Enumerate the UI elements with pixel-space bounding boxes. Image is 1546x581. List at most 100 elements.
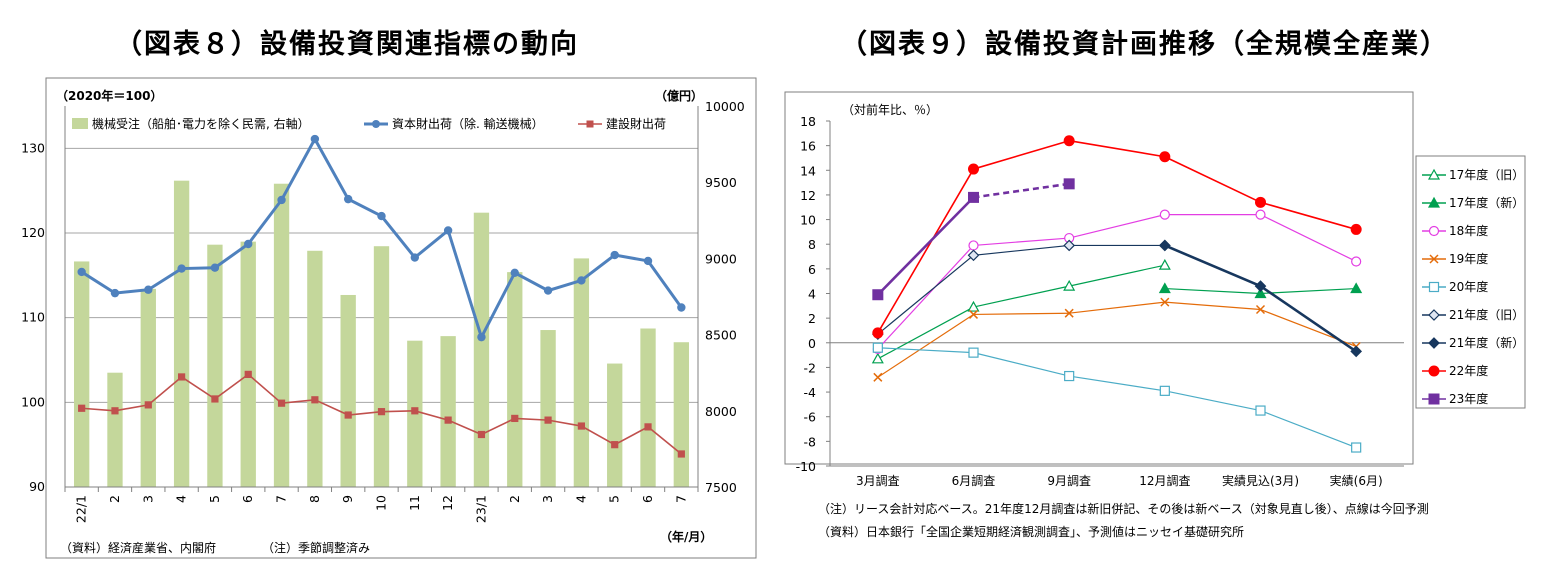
chart9-series-9 [872, 178, 1075, 301]
chart8-bar [440, 336, 456, 487]
chart9-legend-marker [1428, 309, 1440, 321]
chart9-x-label: 実績見込(3月) [1222, 473, 1299, 488]
legend-label-construction: 建設財出荷 [606, 116, 666, 131]
chart9-y-tick-label: 16 [800, 139, 816, 154]
chart8-construction-point [477, 430, 486, 439]
chart9-point [968, 309, 979, 319]
chart8-construction-point [178, 373, 186, 381]
chart9-series-segment [973, 352, 1070, 377]
chart9-legend-marker [1428, 225, 1440, 237]
legend-label-capital-goods: 資本財出荷（除. 輸送機械） [392, 116, 544, 131]
chart9-x-label: 実績(6月) [1330, 473, 1383, 488]
chart9-series-segment [876, 196, 975, 296]
legend-swatch-machinery-orders [72, 118, 88, 129]
chart9-legend-marker [1428, 365, 1440, 377]
chart9-point [968, 347, 979, 358]
chart8-capital-goods-point [177, 264, 186, 273]
chart9-point [1351, 442, 1362, 453]
chart9-point [967, 300, 980, 312]
chart9-series-segment [1164, 156, 1261, 204]
chart8-capital-goods-point [310, 134, 320, 144]
chart9-series-segment [1069, 375, 1165, 392]
chart8-x-label: 10 [374, 495, 389, 511]
chart8-capital-goods-point [144, 285, 153, 294]
chart8-construction-point [111, 407, 119, 415]
chart8-left-tick-label: 100 [21, 394, 45, 409]
chart8-bar [373, 246, 390, 487]
chart9-point [1063, 178, 1075, 190]
chart9-point [1254, 287, 1267, 299]
chart9-y-tick-label: 14 [800, 163, 816, 178]
chart9-point [1351, 256, 1362, 267]
chart9-legend-label: 17年度（新） [1449, 195, 1524, 210]
chart9-frame [784, 91, 1414, 465]
chart9-series-segment [1164, 301, 1261, 311]
chart8-left-tick-label: 90 [29, 479, 45, 494]
chart8-right-tick-label: 9500 [705, 175, 737, 190]
chart9-point [1158, 282, 1171, 294]
chart9-point [968, 163, 979, 175]
chart9-source-note: （資料）日本銀行「全国企業短期経済観測調査」、予測値はニッセイ基礎研究所 [818, 524, 1244, 539]
chart8-right-tick-label: 9000 [705, 251, 737, 266]
chart9-legend-label: 21年度（旧） [1449, 307, 1524, 322]
chart8-left-tick-label: 130 [21, 140, 45, 155]
chart8-construction-point [644, 423, 652, 431]
chart8-x-label: 8 [307, 495, 322, 503]
chart8-capital-goods-point [477, 332, 486, 342]
chart8-right-tick-label: 8000 [705, 404, 737, 419]
chart8-left-axis-label: （2020年＝100） [56, 88, 162, 103]
chart8-bar [307, 250, 323, 487]
chart9-point [968, 240, 979, 251]
chart9-y-tick-label: -6 [804, 410, 817, 425]
chart8-x-label: 12 [440, 495, 455, 511]
chart8-construction-point [444, 416, 452, 424]
chart8-bar [273, 183, 290, 487]
chart9-y-tick-label: -10 [796, 459, 816, 474]
chart9-point [872, 327, 884, 339]
chart9-series-segment [1260, 409, 1357, 449]
chart8-right-tick-label: 8500 [705, 328, 737, 343]
chart9-y-tick-label: -2 [804, 360, 816, 375]
chart8-legend: 機械受注（船舶･電力を除く民需, 右軸） 資本財出荷（除. 輸送機械） 建設財出荷 [72, 116, 666, 131]
chart8-bar [573, 258, 590, 487]
chart9-series-segment [1069, 214, 1165, 239]
chart9-legend: 17年度（旧） 17年度（新） 18年度 19年度 20年度 21年度（旧） 21年度（新）… [1415, 155, 1526, 409]
chart9-note: （注）リース会計対応ベース。21年度12月調査は新旧併記、その後は新ベース（対象… [818, 501, 1429, 516]
chart8-x-label: 3 [540, 495, 555, 503]
chart9-legend-label: 17年度（旧） [1449, 167, 1524, 182]
chart8-construction-point [577, 422, 585, 430]
chart9-series-segment [973, 285, 1070, 308]
legend-label-machinery-orders: 機械受注（船舶･電力を除く民需, 右軸） [92, 116, 310, 131]
chart9-series-segment [1069, 301, 1165, 314]
chart8-bar [607, 363, 623, 487]
chart9-point [1255, 405, 1266, 416]
chart9-point [1159, 151, 1171, 163]
chart8-bar [73, 261, 90, 487]
chart9-y-tick-label: -8 [804, 434, 817, 449]
chart9-x-label: 9月調査 [1047, 474, 1091, 488]
chart9-point [1063, 135, 1075, 147]
chart8-capital-goods-point [277, 195, 286, 205]
chart8-x-label: 7 [673, 495, 688, 503]
chart9-point [1255, 196, 1266, 208]
chart8-x-label: 6 [640, 495, 655, 503]
chart9-point [1255, 304, 1266, 315]
chart9-series-segment [1260, 201, 1357, 231]
chart8-x-label: 5 [607, 495, 622, 503]
chart9-series-segment [877, 254, 974, 335]
chart9-point [1255, 209, 1266, 220]
chart9-point [1064, 370, 1075, 382]
chart8-x-label: 6 [240, 495, 255, 503]
chart8-x-label: 4 [573, 495, 588, 503]
chart8-capital-goods-point [577, 276, 586, 285]
chart9-point [872, 289, 884, 301]
chart8-bar [640, 328, 656, 487]
chart9-series-2 [1158, 282, 1363, 299]
chart8-construction-point [244, 370, 252, 378]
chart9-series-8 [872, 135, 1362, 339]
chart8-capital-goods-point [210, 263, 220, 272]
chart9-point [967, 249, 980, 262]
chart9-series-segment [877, 313, 974, 378]
chart9-legend-marker [1428, 337, 1440, 349]
chart9-y-tick-label: 18 [800, 114, 816, 129]
